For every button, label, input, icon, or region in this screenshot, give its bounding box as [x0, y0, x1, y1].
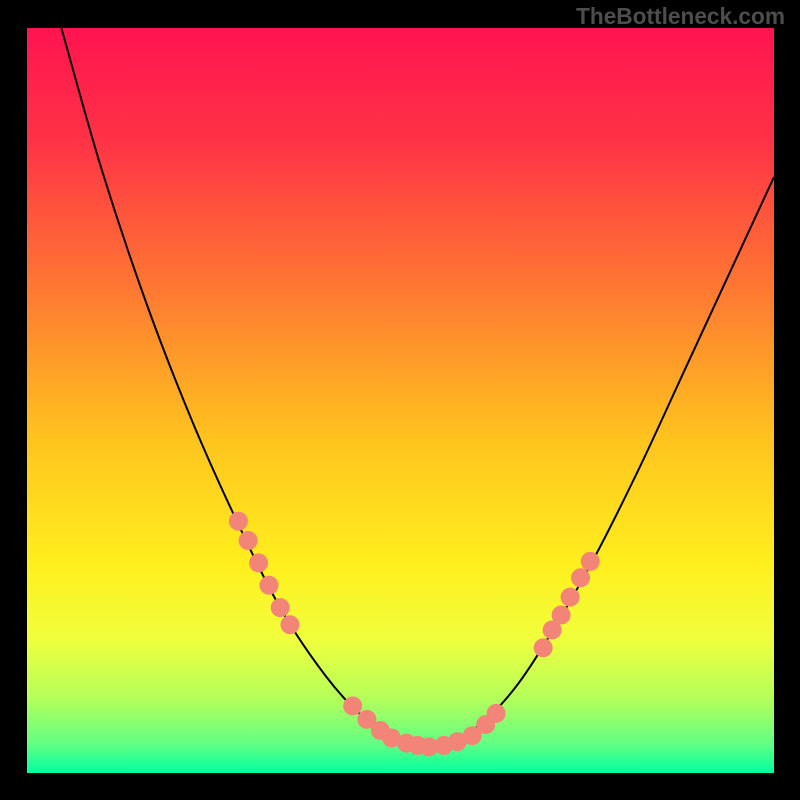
- data-marker: [534, 638, 553, 657]
- plot-area: [27, 28, 774, 773]
- data-marker: [280, 615, 299, 634]
- data-marker: [552, 606, 571, 625]
- data-marker: [249, 553, 268, 572]
- data-marker: [561, 588, 580, 607]
- chart-curve-layer: [27, 28, 774, 773]
- bottleneck-curve: [61, 28, 774, 748]
- data-marker: [571, 568, 590, 587]
- data-marker: [229, 512, 248, 531]
- chart-frame: TheBottleneck.com: [0, 0, 800, 800]
- watermark-text: TheBottleneck.com: [576, 3, 785, 30]
- data-marker: [239, 531, 258, 550]
- data-marker: [487, 704, 506, 723]
- data-marker: [260, 576, 279, 595]
- data-marker: [581, 552, 600, 571]
- data-marker: [271, 598, 290, 617]
- data-marker: [343, 696, 362, 715]
